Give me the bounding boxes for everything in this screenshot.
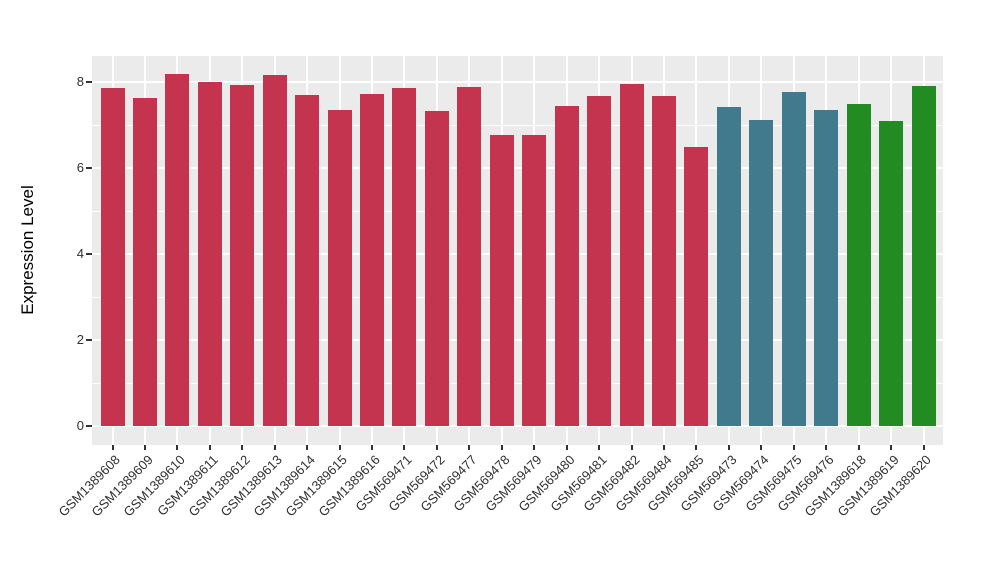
x-tick-mark	[176, 445, 179, 450]
x-tick-mark	[760, 445, 763, 450]
gridline-minor	[92, 210, 943, 212]
y-tick-mark	[86, 425, 92, 427]
x-tick-mark	[241, 445, 244, 450]
gridline-major	[92, 81, 943, 83]
plot-panel	[92, 56, 943, 445]
bar-GSM569472	[424, 110, 449, 426]
bar-GSM1389613	[262, 75, 287, 426]
x-tick-mark	[338, 445, 341, 450]
x-tick-mark	[306, 445, 309, 450]
bar-GSM569481	[587, 96, 612, 426]
x-tick-mark	[468, 445, 471, 450]
gridline-major	[92, 425, 943, 427]
bar-GSM569485	[684, 147, 709, 426]
x-tick-mark	[533, 445, 536, 450]
x-tick-mark	[695, 445, 698, 450]
y-tick-mark	[86, 167, 92, 169]
x-tick-mark	[500, 445, 503, 450]
bar-GSM569476	[814, 109, 839, 426]
bar-GSM569479	[522, 134, 547, 426]
x-tick-mark	[208, 445, 211, 450]
bar-GSM1389612	[230, 85, 255, 426]
x-tick-mark	[630, 445, 633, 450]
x-tick-mark	[598, 445, 601, 450]
x-tick-mark	[143, 445, 146, 450]
bar-GSM1389611	[197, 82, 222, 426]
x-tick-mark	[371, 445, 374, 450]
gridline-major	[92, 167, 943, 169]
gridline-minor	[92, 124, 943, 126]
y-tick-label: 2	[76, 332, 84, 347]
bar-GSM1389609	[132, 97, 157, 426]
x-tick-mark	[662, 445, 665, 450]
gridline-minor	[92, 382, 943, 384]
x-tick-mark	[273, 445, 276, 450]
bar-GSM1389620	[911, 86, 936, 426]
bar-GSM569473	[716, 106, 741, 426]
y-tick-label: 0	[76, 418, 84, 433]
y-tick-mark	[86, 253, 92, 255]
bar-GSM569477	[457, 87, 482, 426]
bar-GSM1389619	[879, 121, 904, 426]
x-tick-mark	[435, 445, 438, 450]
x-tick-mark	[857, 445, 860, 450]
x-tick-mark	[922, 445, 925, 450]
bar-GSM569480	[554, 105, 579, 426]
bar-GSM1389618	[846, 103, 871, 426]
bar-GSM1389608	[100, 87, 125, 426]
bar-GSM569471	[392, 88, 417, 426]
y-tick-label: 8	[76, 74, 84, 89]
bar-GSM569474	[749, 120, 774, 426]
x-tick-mark	[792, 445, 795, 450]
bar-GSM569482	[619, 84, 644, 426]
gridline-major	[92, 339, 943, 341]
x-tick-mark	[825, 445, 828, 450]
bar-GSM1389615	[327, 109, 352, 426]
bar-GSM569478	[489, 134, 514, 426]
y-tick-label: 4	[76, 246, 84, 261]
bar-GSM1389610	[165, 73, 190, 426]
x-tick-mark	[565, 445, 568, 450]
y-tick-label: 6	[76, 160, 84, 175]
gridline-minor	[92, 296, 943, 298]
y-tick-mark	[86, 81, 92, 83]
y-tick-mark	[86, 339, 92, 341]
bar-GSM1389616	[360, 94, 385, 426]
bar-GSM1389614	[295, 94, 320, 426]
x-tick-mark	[727, 445, 730, 450]
x-tick-mark	[403, 445, 406, 450]
bar-GSM569475	[781, 92, 806, 426]
x-tick-mark	[111, 445, 114, 450]
x-tick-mark	[890, 445, 893, 450]
bar-GSM569484	[651, 95, 676, 426]
gridline-major	[92, 253, 943, 255]
